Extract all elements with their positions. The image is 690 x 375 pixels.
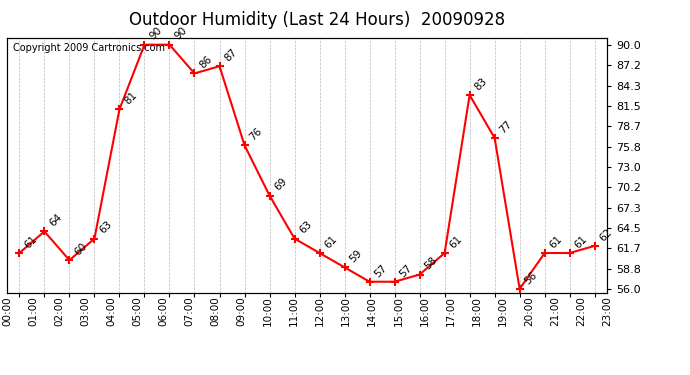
Text: 61: 61: [322, 234, 339, 250]
Text: 56: 56: [522, 270, 539, 286]
Text: 21:00: 21:00: [550, 296, 560, 326]
Text: 11:00: 11:00: [289, 296, 299, 326]
Text: 19:00: 19:00: [497, 296, 508, 326]
Text: 10:00: 10:00: [263, 296, 273, 326]
Text: 63: 63: [297, 219, 314, 236]
Text: 62: 62: [598, 226, 614, 243]
Text: 06:00: 06:00: [159, 296, 168, 326]
Text: 13:00: 13:00: [341, 296, 351, 326]
Text: 07:00: 07:00: [185, 296, 195, 326]
Text: Copyright 2009 Cartronics.com: Copyright 2009 Cartronics.com: [13, 43, 165, 52]
Text: 04:00: 04:00: [106, 296, 117, 326]
Text: 59: 59: [347, 248, 364, 265]
Text: 60: 60: [72, 241, 88, 257]
Text: 76: 76: [247, 126, 264, 142]
Text: 63: 63: [97, 219, 114, 236]
Text: 14:00: 14:00: [367, 296, 377, 326]
Text: 00:00: 00:00: [2, 296, 12, 326]
Text: 64: 64: [47, 212, 63, 229]
Text: 12:00: 12:00: [315, 296, 325, 326]
Text: 90: 90: [147, 26, 164, 42]
Text: 17:00: 17:00: [446, 296, 455, 326]
Text: Outdoor Humidity (Last 24 Hours)  20090928: Outdoor Humidity (Last 24 Hours) 2009092…: [129, 11, 506, 29]
Text: 61: 61: [22, 234, 39, 250]
Text: 81: 81: [122, 90, 139, 106]
Text: 83: 83: [473, 76, 489, 92]
Text: 02:00: 02:00: [54, 296, 64, 326]
Text: 16:00: 16:00: [420, 296, 429, 326]
Text: 58: 58: [422, 255, 439, 272]
Text: 61: 61: [547, 234, 564, 250]
Text: 22:00: 22:00: [576, 296, 586, 326]
Text: 90: 90: [172, 26, 188, 42]
Text: 23:00: 23:00: [602, 296, 612, 326]
Text: 86: 86: [197, 54, 214, 70]
Text: 61: 61: [573, 234, 589, 250]
Text: 87: 87: [222, 47, 239, 63]
Text: 57: 57: [397, 262, 414, 279]
Text: 20:00: 20:00: [524, 296, 534, 326]
Text: 57: 57: [373, 262, 388, 279]
Text: 18:00: 18:00: [472, 296, 482, 326]
Text: 15:00: 15:00: [393, 296, 404, 326]
Text: 09:00: 09:00: [237, 296, 247, 326]
Text: 08:00: 08:00: [210, 296, 221, 326]
Text: 77: 77: [497, 119, 514, 135]
Text: 03:00: 03:00: [80, 296, 90, 326]
Text: 01:00: 01:00: [28, 296, 38, 326]
Text: 69: 69: [273, 176, 288, 193]
Text: 05:00: 05:00: [132, 296, 142, 326]
Text: 61: 61: [447, 234, 464, 250]
